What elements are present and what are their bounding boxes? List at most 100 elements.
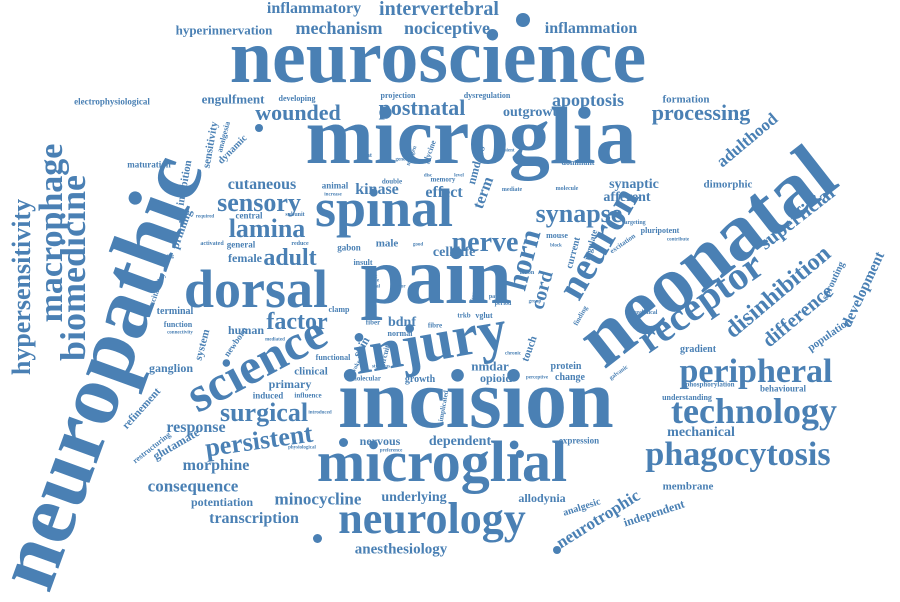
word-dorsal: dorsal xyxy=(183,259,329,319)
word-engulfment: engulfment xyxy=(201,91,265,107)
word-ganglion: ganglion xyxy=(148,361,194,375)
accent-dot xyxy=(516,450,524,458)
word-protein: protein xyxy=(550,361,582,372)
word-hypersensitivity: hypersensitivity xyxy=(7,198,36,376)
word-allodynia: allodynia xyxy=(518,491,566,505)
word-minocycline: minocycline xyxy=(274,489,362,509)
word-synapse: synapse xyxy=(535,199,623,228)
word-surgical: surgical xyxy=(219,398,309,427)
word-apoptosis: apoptosis xyxy=(551,90,625,110)
word-understanding: understanding xyxy=(662,393,712,402)
word-neuroscience: neuroscience xyxy=(229,15,647,99)
word-nerve: nerve xyxy=(451,227,519,258)
word-required: required xyxy=(195,214,215,220)
word-functional: functional xyxy=(315,353,351,362)
word-opioid: opioid xyxy=(479,371,513,385)
word-wounded: wounded xyxy=(255,100,341,125)
word-activated: activated xyxy=(200,241,224,247)
word-mechanical: mechanical xyxy=(667,425,735,440)
accent-dot xyxy=(553,546,561,554)
word-spinal: spinal xyxy=(314,178,454,238)
word-hyperinnervation: hyperinnervation xyxy=(175,22,273,38)
word-macrophage: macrophage xyxy=(33,143,70,323)
word-consequence: consequence xyxy=(147,476,239,496)
word-gabon: gabon xyxy=(337,242,361,253)
word-mediate: mediate xyxy=(501,187,523,193)
word-good: good xyxy=(412,242,424,248)
word-ward: ward xyxy=(471,143,483,149)
word-block: block xyxy=(550,243,562,249)
word-kinase: kinase xyxy=(355,181,399,198)
word-male: male xyxy=(375,237,399,250)
word-expression: expression xyxy=(558,435,600,446)
word-pluripotent: pluripotent xyxy=(640,226,680,235)
word-mechanism: mechanism xyxy=(295,18,383,38)
word-targeting: targeting xyxy=(622,220,646,226)
word-formation: formation xyxy=(662,93,710,106)
word-stimulus: stimulus xyxy=(371,364,391,370)
word-effect: effect xyxy=(425,184,463,201)
word-underlying: underlying xyxy=(381,490,447,505)
word-inflammation: inflammation xyxy=(544,20,638,37)
word-sensory: sensory xyxy=(217,188,301,217)
word-clamp: clamp xyxy=(328,305,350,314)
word-nociceptive: nociceptive xyxy=(404,18,490,38)
word-change: change xyxy=(555,372,585,383)
word-normal: normal xyxy=(387,329,413,338)
word-human: human xyxy=(227,323,265,337)
word-technology: technology xyxy=(671,391,837,431)
word-fibre: fibre xyxy=(427,321,443,330)
word-incision: incision xyxy=(338,353,614,446)
word-behavioural: behavioural xyxy=(759,383,807,394)
word-cell: cell xyxy=(432,245,454,260)
word-maturation: maturation xyxy=(127,159,171,170)
word-function: function xyxy=(163,320,193,329)
word-outgrowth: outgrowth xyxy=(503,105,565,120)
word-trkb: trkb xyxy=(457,311,471,320)
word-central: central xyxy=(235,210,263,221)
word-general: general xyxy=(226,239,256,250)
word-preclinical: preclinical xyxy=(630,310,658,316)
word-microglia: microglia xyxy=(305,90,637,181)
word-phosphorylation: phosphorylation xyxy=(685,380,735,389)
word-physiological: physiological xyxy=(288,445,316,451)
word-rat: rat xyxy=(364,153,372,159)
word-memory: memory xyxy=(430,175,456,184)
word-pain: pain xyxy=(360,233,512,321)
word-neurology: neurology xyxy=(338,494,526,543)
word-bdnf: bdnf xyxy=(387,315,417,330)
word-electrophysiological: electrophysiological xyxy=(74,96,150,107)
word-reduce: reduce xyxy=(291,241,309,247)
word-influence: influence xyxy=(294,391,322,400)
accent-dot xyxy=(516,13,530,27)
word-group: group xyxy=(528,299,542,305)
word-lamina: lamina xyxy=(228,214,306,243)
word-inflammatory: inflammatory xyxy=(266,0,362,17)
word-factor: factor xyxy=(266,309,328,335)
word-life: life xyxy=(456,245,476,260)
word-morphine: morphine xyxy=(182,457,250,474)
word-connectivity: connectivity xyxy=(167,330,193,336)
word-nmdar: nmdar xyxy=(471,358,509,374)
word-molecular: molecular xyxy=(351,374,381,383)
word-synaptic: synaptic xyxy=(609,177,659,192)
word-local: local xyxy=(370,284,380,290)
word-cutaneous: cutaneous xyxy=(227,176,297,193)
word-double: double xyxy=(381,177,403,186)
word-peripheral: peripheral xyxy=(679,353,833,390)
word-processing: processing xyxy=(651,100,751,125)
word-insult: insult xyxy=(353,258,373,267)
word-mediated: mediated xyxy=(265,337,285,343)
word-prior: prior xyxy=(394,284,406,290)
word-growth: growth xyxy=(404,374,436,385)
word-membrane: membrane xyxy=(662,480,714,493)
word-introduced: introduced xyxy=(308,410,332,416)
word-gradient: gradient xyxy=(679,344,717,355)
word-chronic: chronic xyxy=(504,351,522,357)
word-mouse: mouse xyxy=(546,231,568,240)
word-projection: projection xyxy=(380,91,416,100)
word-female: female xyxy=(228,251,262,265)
word-primary: primary xyxy=(268,377,312,391)
accent-dot xyxy=(255,124,263,132)
word-following: following xyxy=(154,254,174,260)
